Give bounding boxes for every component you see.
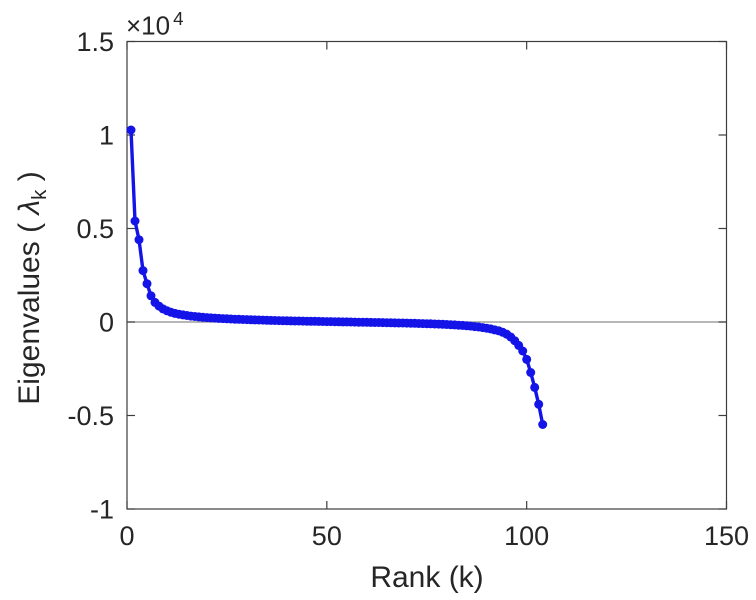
data-point	[534, 399, 544, 409]
data-point	[518, 346, 528, 356]
x-tick-label: 150	[704, 521, 749, 551]
y-exponent-base: ×10	[126, 10, 171, 41]
x-tick-label: 0	[119, 521, 134, 551]
y-axis-exponent: ×10 4	[126, 8, 184, 42]
y-axis-label: Eigenvalues ( λk )	[12, 171, 58, 404]
y-exponent-power: 4	[173, 8, 184, 29]
data-point	[146, 291, 156, 301]
data-point	[538, 420, 548, 429]
series-line	[129, 128, 545, 427]
lambda-symbol: λ	[13, 199, 46, 215]
y-label-suffix: )	[13, 171, 46, 190]
y-tick-label: 0.5	[76, 214, 114, 244]
x-tick-label: 50	[312, 521, 342, 551]
y-tick-label: 1.5	[76, 27, 114, 57]
y-label-text: Eigenvalues (	[13, 214, 46, 405]
y-tick-label: -1	[90, 495, 114, 525]
data-point	[138, 266, 148, 276]
plot-box	[126, 40, 728, 510]
y-tick-label: 0	[99, 308, 114, 338]
data-point	[530, 382, 540, 392]
x-axis-label: Rank (k)	[370, 561, 484, 594]
data-point	[142, 279, 152, 289]
data-point	[134, 235, 144, 245]
data-point	[126, 125, 136, 135]
lambda-subscript: k	[29, 189, 51, 200]
data-point	[130, 216, 140, 226]
data-point	[522, 354, 532, 364]
data-point	[526, 368, 536, 377]
y-tick-label: 1	[99, 121, 114, 151]
x-tick-label: 100	[504, 521, 549, 551]
y-tick-label: -0.5	[67, 401, 114, 431]
